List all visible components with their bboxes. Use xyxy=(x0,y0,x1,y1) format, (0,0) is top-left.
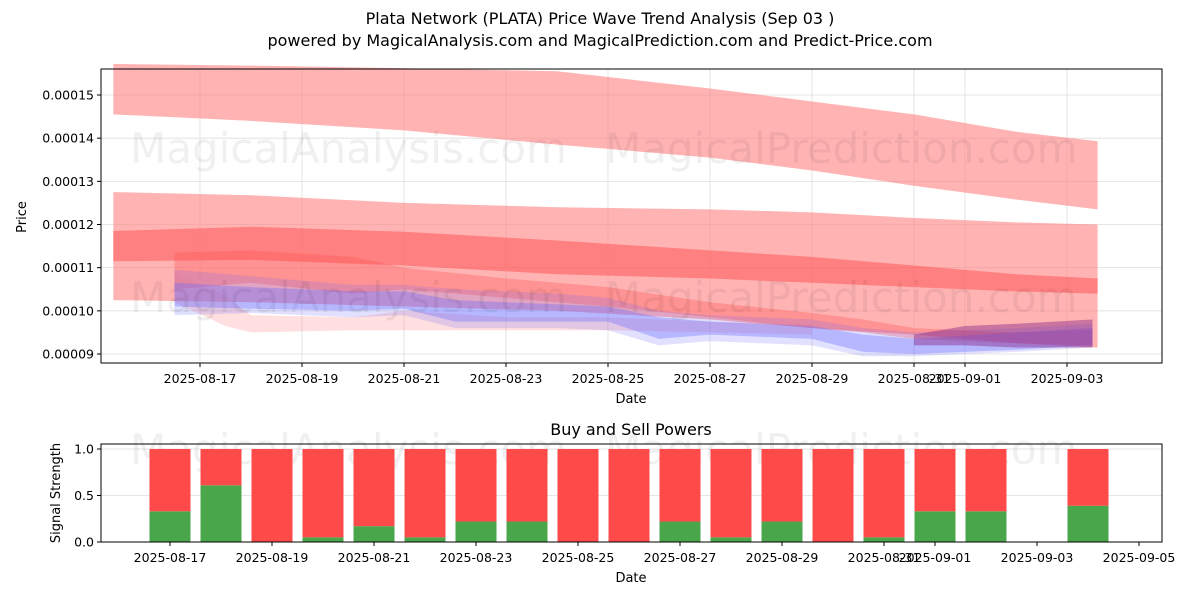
price-x-tick-label: 2025-08-19 xyxy=(266,371,339,386)
short-wave-red-1 xyxy=(174,250,1093,346)
signal-x-tick-label: 2025-08-19 xyxy=(236,550,309,565)
sell-bar xyxy=(608,449,650,542)
signal-x-tick-label: 2025-08-31 xyxy=(848,550,921,565)
sell-bar xyxy=(659,449,701,522)
price-y-tick-label: 0.00012 xyxy=(42,217,94,232)
price-x-tick-label: 2025-09-03 xyxy=(1031,371,1104,386)
price-x-tick-label: 2025-09-01 xyxy=(929,371,1002,386)
price-x-tick-label: 2025-08-17 xyxy=(164,371,237,386)
sell-bar xyxy=(302,449,344,538)
buy-bar xyxy=(404,537,446,542)
short-wave-blue-1 xyxy=(174,282,1093,354)
sell-bar xyxy=(404,449,446,538)
buy-bar xyxy=(1067,505,1109,542)
sell-bar xyxy=(149,449,191,512)
signal-x-ticks: 2025-08-17 2025-08-19 2025-08-21 2025-08-23… xyxy=(134,542,1176,565)
sell-bar xyxy=(557,449,599,542)
price-x-tick-label: 2025-08-21 xyxy=(368,371,441,386)
signal-y-tick-label: 0.5 xyxy=(74,488,94,503)
signal-x-tick-label: 2025-08-17 xyxy=(134,550,207,565)
signal-x-tick-label: 2025-09-05 xyxy=(1103,550,1176,565)
buy-bar xyxy=(149,511,191,542)
sell-bar xyxy=(965,449,1007,512)
watermark-right-mid: MagicalPrediction.com xyxy=(605,273,1078,322)
price-y-axis-label: Price xyxy=(15,201,30,233)
sell-bar xyxy=(914,449,956,512)
buy-bar xyxy=(302,537,344,542)
signal-y-tick-label: 0.0 xyxy=(74,535,94,550)
signal-y-tick-label: 1.0 xyxy=(74,442,94,457)
price-y-tick-label: 0.00009 xyxy=(42,347,94,362)
price-y-tick-label: 0.00014 xyxy=(42,131,94,146)
price-y-tick-label: 0.00010 xyxy=(42,303,94,318)
watermark-right-top: MagicalPrediction.com xyxy=(605,124,1078,173)
price-axes-frame xyxy=(100,68,1163,364)
price-wave-bands xyxy=(113,63,1098,357)
price-y-tick-label: 0.00015 xyxy=(42,88,94,103)
price-y-ticks: 0.00009 0.00010 0.00011 0.00012 0.00013 0.000… xyxy=(42,88,101,362)
short-wave-purple xyxy=(914,319,1093,348)
watermark-left-mid: MagicalAnalysis.com xyxy=(130,273,567,322)
chart-title: Plata Network (PLATA) Price Wave Trend A… xyxy=(365,9,835,28)
buy-bar xyxy=(863,537,905,542)
price-x-tick-label: 2025-08-29 xyxy=(776,371,849,386)
signal-x-axis-label: Date xyxy=(615,571,646,586)
short-wave-blue-2 xyxy=(174,269,1093,357)
buy-sell-title: Buy and Sell Powers xyxy=(550,420,712,439)
signal-x-tick-label: 2025-08-25 xyxy=(542,550,615,565)
watermark-left-top: MagicalAnalysis.com xyxy=(130,124,567,173)
buy-bar xyxy=(761,521,803,542)
sell-bar xyxy=(1067,449,1109,506)
signal-x-tick-label: 2025-09-01 xyxy=(899,550,972,565)
price-y-tick-label: 0.00011 xyxy=(42,260,94,275)
sell-bar xyxy=(455,449,497,522)
watermark-left-bottom: MagicalAnalysis.com xyxy=(130,425,567,474)
sell-bar xyxy=(251,449,293,542)
price-y-tick-label: 0.00013 xyxy=(42,174,94,189)
signal-y-ticks: 0.0 0.5 1.0 xyxy=(74,442,101,550)
short-wave-pink xyxy=(174,272,812,335)
buy-bar xyxy=(710,537,752,542)
price-x-tick-label: 2025-08-31 xyxy=(878,371,951,386)
signal-x-tick-label: 2025-09-03 xyxy=(1001,550,1074,565)
buy-bar xyxy=(506,521,548,542)
price-x-axis-label: Date xyxy=(615,392,646,407)
signal-x-tick-label: 2025-08-21 xyxy=(338,550,411,565)
mid-wave-band xyxy=(113,226,1098,294)
sell-bar xyxy=(863,449,905,538)
buy-bar xyxy=(353,526,395,542)
buy-bar xyxy=(914,511,956,542)
buy-bar xyxy=(659,521,701,542)
buy-bar xyxy=(455,521,497,542)
signal-x-tick-label: 2025-08-27 xyxy=(644,550,717,565)
price-x-tick-label: 2025-08-25 xyxy=(572,371,645,386)
signal-y-axis-label: Signal Strength xyxy=(49,443,64,543)
sell-bar xyxy=(506,449,548,522)
signal-x-tick-label: 2025-08-23 xyxy=(440,550,513,565)
signal-x-tick-label: 2025-08-29 xyxy=(746,550,819,565)
upper-wave-band xyxy=(113,63,1098,210)
sell-bar xyxy=(812,449,854,542)
chart-subtitle: powered by MagicalAnalysis.com and Magic… xyxy=(267,31,933,50)
sell-bar xyxy=(200,449,242,486)
sell-bar xyxy=(761,449,803,522)
signal-axes-frame xyxy=(100,443,1163,543)
buy-bar xyxy=(200,485,242,542)
sell-bar xyxy=(710,449,752,538)
price-x-tick-label: 2025-08-27 xyxy=(674,371,747,386)
price-x-ticks: 2025-08-17 2025-08-19 2025-08-21 2025-08-23… xyxy=(164,363,1104,386)
price-x-tick-label: 2025-08-23 xyxy=(470,371,543,386)
buy-bar xyxy=(965,511,1007,542)
buy-sell-bars xyxy=(149,449,1109,542)
sell-bar xyxy=(353,449,395,527)
